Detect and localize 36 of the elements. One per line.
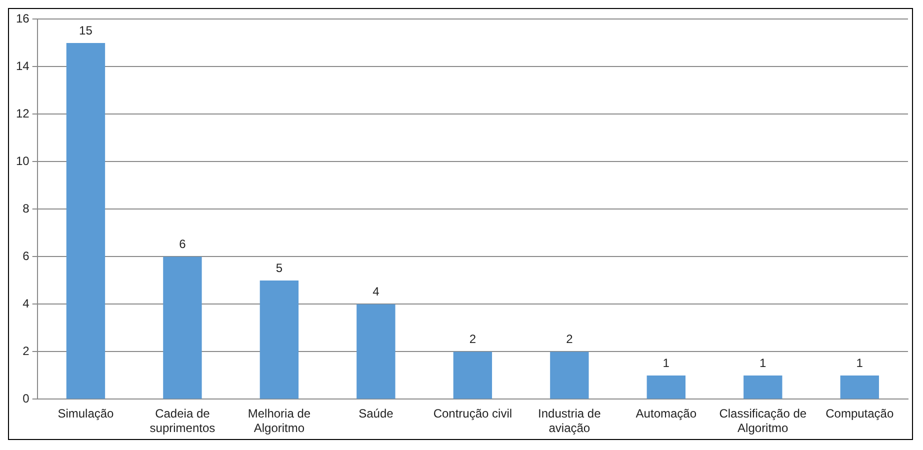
x-tick-label: Cadeia de suprimentos [150, 406, 216, 436]
x-tick-label: Industria de aviação [538, 406, 602, 436]
y-tick-label: 14 [16, 59, 30, 74]
x-tick-label: Classificação de Algoritmo [719, 406, 807, 436]
bar [744, 375, 782, 399]
data-label: 4 [372, 284, 380, 299]
x-tick-label: Contrução civil [433, 406, 512, 421]
x-tick-label: Melhoria de Algoritmo [248, 406, 311, 436]
bar [453, 352, 492, 399]
x-tick-label: Simulação [58, 406, 114, 421]
bar [163, 256, 202, 399]
y-tick-label: 12 [16, 106, 30, 121]
data-label: 6 [179, 237, 186, 252]
x-tick-label: Computação [826, 406, 894, 421]
data-label: 1 [662, 356, 670, 370]
bar [840, 375, 879, 399]
bar [66, 42, 106, 399]
data-label: 2 [566, 332, 574, 346]
y-tick-label: 10 [16, 154, 30, 168]
y-tick-label: 2 [22, 344, 30, 358]
x-tick-label: Saúde [358, 406, 394, 421]
bar [550, 352, 589, 399]
y-tick-label: 0 [22, 392, 30, 406]
y-tick-label: 16 [16, 12, 30, 26]
bar [646, 375, 686, 399]
data-label: 1 [760, 356, 767, 370]
data-label: 2 [469, 332, 476, 346]
data-label: 5 [276, 260, 283, 275]
y-tick-label: 8 [22, 202, 30, 216]
y-tick-label: 4 [22, 296, 30, 311]
y-tick-label: 6 [22, 249, 30, 264]
x-tick-label: Automação [636, 406, 697, 421]
bar [356, 304, 396, 399]
data-label: 15 [79, 23, 93, 38]
data-label: 1 [856, 356, 864, 370]
bar [260, 280, 299, 399]
